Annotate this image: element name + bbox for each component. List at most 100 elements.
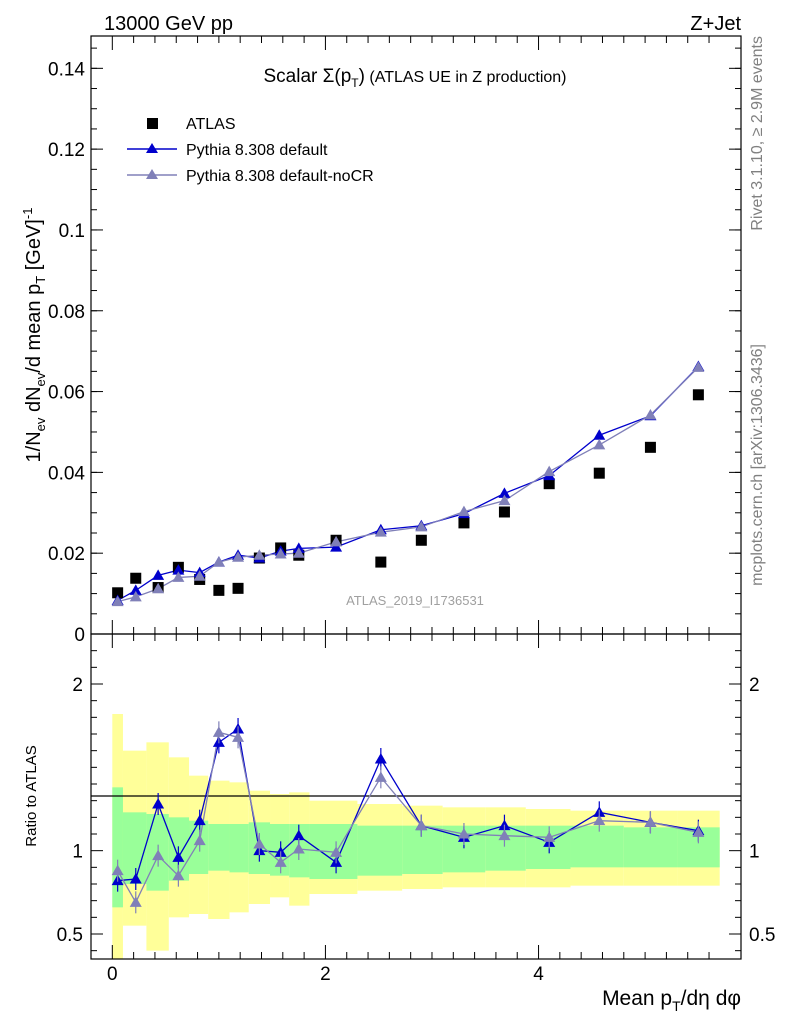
mc-data-point-2 <box>253 549 266 560</box>
header-final-state-label: Z+Jet <box>690 13 741 35</box>
series-line-1 <box>117 366 699 602</box>
x-tick-label: 0 <box>107 964 118 985</box>
ratio-point-1 <box>129 896 142 907</box>
plot-title: Scalar Σ(pT) (ATLAS UE in Z production) <box>263 66 566 90</box>
x-axis-label: Mean pT/dη dφ <box>602 987 741 1014</box>
legend-label-atlas: ATLAS <box>186 116 236 133</box>
ratio-point-1 <box>232 731 245 742</box>
mcplots-label: mcplots.cern.ch [arXiv:1306.3436] <box>749 344 766 586</box>
mc-data-point-2 <box>193 570 206 581</box>
ratio-y-tick-label-right: 2 <box>749 675 760 696</box>
mc-data-point-1 <box>152 569 165 580</box>
atlas-data-point <box>543 478 555 490</box>
mc-data-point-2 <box>172 571 185 582</box>
main-y-tick-label: 0 <box>74 625 85 646</box>
green-band-bin <box>112 787 123 908</box>
ratio-point-1 <box>274 856 287 867</box>
ratio-y-tick-label-right: 0.5 <box>749 925 775 946</box>
header-process-label: 13000 GeV pp <box>104 13 233 35</box>
main-y-tick-label: 0.04 <box>48 463 85 484</box>
mc-data-point-2 <box>374 526 387 537</box>
ratio-plot-panel: 0.5 0.5 1 1 2 2 0 2 4 Ratio to ATLAS Mean pT/dη… <box>23 633 776 1014</box>
atlas-data-point <box>593 467 605 479</box>
x-tick-label: 2 <box>320 964 331 985</box>
main-y-tick-label: 0.02 <box>48 544 85 565</box>
rivet-version-label: Rivet 3.1.10, ≥ 2.9M events <box>749 36 766 231</box>
mc-data-point-2 <box>415 520 428 532</box>
atlas-data-point <box>498 506 510 518</box>
analysis-watermark: ATLAS_2019_I1736531 <box>346 593 484 608</box>
x-tick-labels: 0 2 4 <box>107 964 544 985</box>
ratio-point-1 <box>593 814 606 826</box>
green-band-bin <box>122 812 147 884</box>
mc-data-point-1 <box>498 487 511 498</box>
green-band-bin <box>357 825 403 876</box>
mc-data-point-2 <box>111 595 124 607</box>
mc-data-point-2 <box>292 547 305 558</box>
ratio-y-tick-labels: 0.5 0.5 1 1 2 2 <box>57 675 776 946</box>
series-line-2 <box>117 366 699 603</box>
mc-data-point-2 <box>692 361 705 372</box>
ratio-series-layer <box>111 718 705 914</box>
main-plot-panel: ATLAS_2019_I1736531 0 0.02 0.04 0.06 0.08 0.1… <box>20 35 742 646</box>
ratio-point-1 <box>330 846 343 857</box>
atlas-data-point <box>213 584 225 596</box>
mc-data-point-1 <box>172 564 185 575</box>
legend-marker-nocr <box>146 169 158 179</box>
atlas-data-point <box>112 587 124 599</box>
atlas-data-point <box>692 389 704 401</box>
ratio-point-1 <box>193 834 206 846</box>
atlas-data-point <box>130 572 142 584</box>
ratio-point-1 <box>292 843 305 854</box>
green-band-bin <box>208 824 230 871</box>
ratio-point-1 <box>253 838 266 849</box>
main-series-layer <box>111 360 705 607</box>
ratio-y-tick-label-right: 1 <box>749 842 760 863</box>
mc-data-point-2 <box>274 547 287 559</box>
mc-data-point-2 <box>498 494 511 506</box>
mc-data-point-2 <box>644 409 657 420</box>
mc-data-point-2 <box>212 556 225 567</box>
ratio-point-1 <box>457 828 470 839</box>
mc-data-point-2 <box>593 438 606 450</box>
legend-marker-default <box>146 143 158 153</box>
main-y-tick-label: 0.08 <box>48 302 85 323</box>
main-y-axis-label: 1/Nev dNev/d mean pT [GeV]-1 <box>20 208 48 463</box>
ratio-point-0 <box>374 753 387 764</box>
green-band-bin <box>623 827 678 868</box>
ratio-point-1 <box>111 864 124 876</box>
atlas-data-point <box>375 556 387 568</box>
ratio-y-tick-label: 1 <box>72 842 83 863</box>
ratio-point-1 <box>152 849 165 861</box>
legend-label-default: Pythia 8.308 default <box>186 142 328 159</box>
mc-data-point-1 <box>129 584 142 595</box>
ratio-point-1 <box>644 816 657 827</box>
ratio-point-0 <box>193 814 206 826</box>
ratio-point-0 <box>129 873 142 884</box>
main-y-tick-label: 0.1 <box>59 221 85 242</box>
green-band-bin <box>229 824 249 873</box>
ratio-point-1 <box>172 869 185 881</box>
ratio-axis-ticks <box>91 634 741 959</box>
mc-data-point-2 <box>543 465 556 477</box>
main-y-tick-label: 0.12 <box>48 140 85 161</box>
ratio-point-1 <box>692 826 705 837</box>
legend: ATLAS Pythia 8.308 default Pythia 8.308 … <box>127 116 374 185</box>
legend-marker-atlas <box>147 118 158 129</box>
main-y-tick-label: 0.14 <box>48 59 85 80</box>
ratio-plot-frame <box>90 633 742 960</box>
mc-data-point-1 <box>593 429 606 440</box>
main-y-tick-label: 0.06 <box>48 383 85 404</box>
mc-data-point-1 <box>330 541 343 552</box>
ratio-uncertainty-bands <box>112 714 720 959</box>
atlas-data-point <box>415 534 427 546</box>
ratio-point-1 <box>498 829 511 841</box>
atlas-data-point <box>458 517 470 529</box>
legend-label-nocr: Pythia 8.308 default-noCR <box>186 168 374 185</box>
ratio-point-0 <box>292 829 305 841</box>
mc-data-point-2 <box>152 582 165 594</box>
ratio-y-tick-label: 0.5 <box>57 925 83 946</box>
ratio-point-0 <box>172 851 185 862</box>
atlas-data-point <box>644 441 656 453</box>
